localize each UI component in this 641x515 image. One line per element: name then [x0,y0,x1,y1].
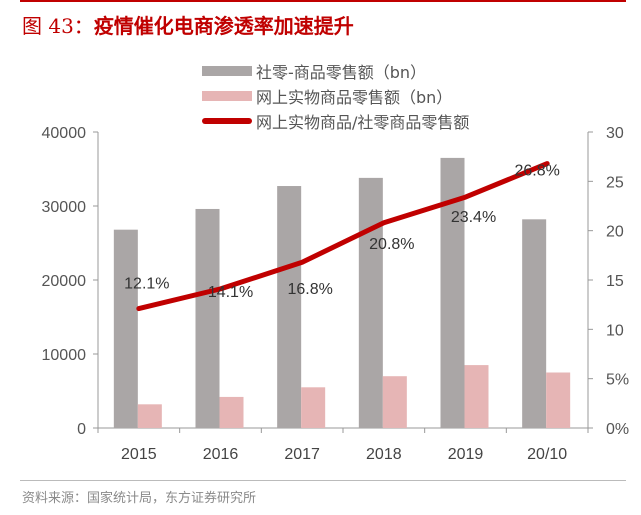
legend-swatch-retail [202,65,252,76]
bar-online [382,376,407,428]
x-tick-label: 2015 [121,446,157,463]
figure-title: 图 43：疫情催化电商渗透率加速提升 [22,10,354,39]
bar-retail [113,229,138,428]
ratio-data-label: 20.8% [369,236,414,253]
ratio-data-label: 23.4% [451,209,496,226]
bar-retail [522,219,547,428]
right-tick-label: 25 [606,174,624,191]
bar-online [137,404,162,428]
left-tick-label: 40000 [42,125,87,142]
left-tick-label: 0 [77,421,86,438]
legend-label-online: 网上实物商品零售额（bn） [256,87,453,107]
x-tick-label: 2017 [284,446,320,463]
x-tick-label: 2016 [203,446,239,463]
right-tick-label: 20 [606,224,624,241]
bar-retail [195,208,220,428]
ratio-line [136,161,550,312]
legend-item-online: 网上实物商品零售额（bn） [202,83,469,108]
right-tick-label: 10 [606,322,624,339]
top-rule [20,0,626,2]
legend-label-retail: 社零-商品零售额（bn） [256,62,427,82]
figure-title-text: 疫情催化电商渗透率加速提升 [93,14,354,38]
legend-item-ratio: 网上实物商品/社零商品零售额 [202,108,469,133]
x-tick-label: 20/10 [527,446,567,463]
right-tick-label: 0% [606,421,629,438]
x-tick-label: 2018 [366,446,402,463]
bottom-rule [20,480,626,481]
legend-swatch-ratio [202,117,252,124]
right-tick-label: 30 [606,125,624,142]
left-tick-label: 30000 [42,199,87,216]
right-tick-label: 15 [606,273,624,290]
ratio-data-label: 12.1% [124,276,169,293]
bar-retail [277,186,302,428]
bar-online [464,365,489,428]
legend-swatch-online [202,90,252,101]
source-note: 资料来源：国家统计局，东方证券研究所 [22,491,257,506]
left-tick-label: 10000 [42,347,87,364]
right-tick-label: 5% [606,372,629,389]
ratio-data-label: 26.8% [514,163,559,180]
bar-online [546,372,571,428]
left-tick-label: 20000 [42,273,87,290]
ratio-data-label: 16.8% [287,281,332,298]
legend-label-ratio: 网上实物商品/社零商品零售额 [256,112,470,132]
legend: 社零-商品零售额（bn） 网上实物商品零售额（bn） 网上实物商品/社零商品零售… [202,58,469,133]
bar-online [219,396,244,428]
legend-item-retail: 社零-商品零售额（bn） [202,58,469,83]
bar-retail [358,177,383,428]
bar-online [301,387,326,428]
ratio-data-label: 14.1% [208,284,253,301]
figure-number: 图 43： [22,14,94,38]
x-tick-label: 2019 [448,446,484,463]
